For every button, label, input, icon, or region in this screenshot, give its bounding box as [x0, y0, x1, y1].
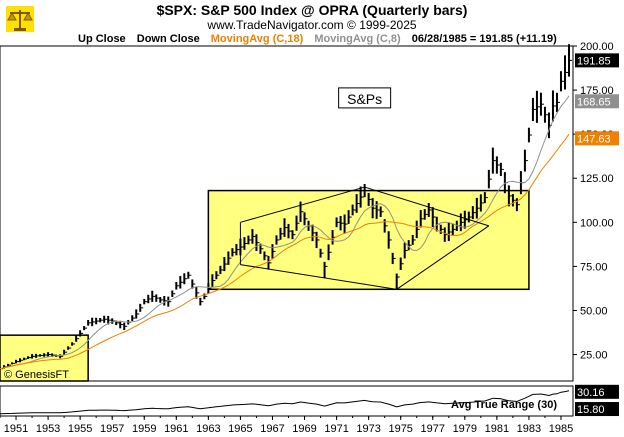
legend-down-close: Down Close: [136, 33, 200, 45]
ma18-line: [0, 133, 570, 370]
price-label-bg: [575, 131, 619, 146]
x-tick-label: 1965: [228, 423, 252, 435]
x-tick-label: 1957: [100, 423, 124, 435]
atr-value-bg: [575, 384, 619, 399]
y-tick-label: 125.00: [580, 173, 614, 185]
y-tick-label: 75.00: [580, 261, 608, 273]
ma8-line: [0, 95, 570, 370]
y-tick-label: 200.00: [580, 41, 614, 53]
x-tick-label: 1951: [4, 423, 28, 435]
x-tick-label: 1963: [196, 423, 220, 435]
price-label: 191.85: [577, 55, 611, 67]
box-label: S&Ps: [347, 91, 382, 107]
scales-logo-icon: [2, 2, 38, 36]
x-tick-label: 1977: [421, 423, 445, 435]
pattern-line: [240, 186, 365, 223]
x-tick-label: 1973: [356, 423, 380, 435]
legend-ma18: MovingAvg (C,18): [210, 33, 304, 45]
atr-value-label: 30.16: [577, 387, 605, 399]
legend: Up Close Down Close MovingAvg (C,18) Mov…: [78, 33, 565, 45]
x-tick-label: 1959: [132, 423, 156, 435]
atr-value-label: 15.80: [577, 404, 605, 416]
price-label: 168.65: [577, 96, 611, 108]
chart-subtitle: www.TradeNavigator.com © 1999-2025: [207, 18, 417, 32]
y-tick-label: 175.00: [580, 85, 614, 97]
x-tick-label: 1969: [292, 423, 316, 435]
pattern-line: [240, 264, 397, 290]
x-tick-label: 1955: [68, 423, 92, 435]
box-label-frame: [338, 87, 392, 109]
atr-line: [0, 390, 570, 415]
x-tick-label: 1961: [164, 423, 188, 435]
legend-ma8: MovingAvg (C,8): [314, 33, 401, 45]
price-label-bg: [575, 94, 619, 109]
y-tick-label: 25.00: [580, 350, 608, 362]
watermark: © GenesisFT: [4, 369, 69, 381]
atr-panel-frame: [0, 385, 574, 417]
y-tick-label: 50.00: [580, 305, 608, 317]
x-tick-label: 1971: [324, 423, 348, 435]
pattern-line: [364, 186, 490, 227]
price-label: 147.63: [577, 133, 611, 145]
x-tick-label: 1953: [36, 423, 60, 435]
pattern-line: [396, 225, 490, 290]
plot-frame: [0, 45, 574, 382]
chart-title: $SPX: S&P 500 Index @ OPRA (Quarterly ba…: [156, 2, 468, 18]
atr-value-bg: [575, 402, 619, 417]
price-label-bg: [575, 53, 619, 68]
legend-last-bar: 06/28/1985 = 191.85 (+11.19): [411, 33, 557, 45]
x-tick-label: 1967: [260, 423, 284, 435]
x-tick-label: 1979: [453, 423, 477, 435]
highlight-box: [207, 189, 530, 291]
x-tick-label: 1975: [388, 423, 412, 435]
x-tick-label: 1981: [485, 423, 509, 435]
x-tick-label: 1983: [517, 423, 541, 435]
x-tick-label: 1985: [549, 423, 573, 435]
legend-up-close: Up Close: [78, 33, 126, 45]
atr-label: Avg True Range (30): [451, 399, 557, 411]
y-tick-label: 100.00: [580, 217, 614, 229]
